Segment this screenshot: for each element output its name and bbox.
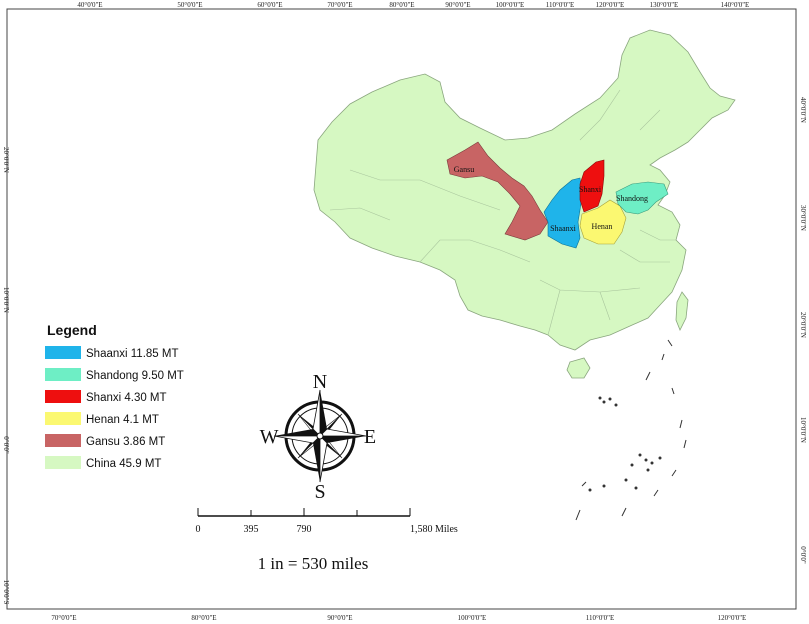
left-graticule-labels: 20°0'0"N 10°0'0"N 0°0'0" 10°0'0"S xyxy=(2,147,10,605)
top-label: 80°0'0"E xyxy=(389,1,414,9)
top-label: 110°0'0"E xyxy=(546,1,574,9)
scale-ratio-text: 1 in = 530 miles xyxy=(258,554,369,573)
region-gansu[interactable] xyxy=(446,141,549,241)
top-label: 50°0'0"E xyxy=(177,1,202,9)
top-graticule-labels: 40°0'0"E 50°0'0"E 60°0'0"E 70°0'0"E 80°0… xyxy=(77,1,749,9)
scale-tick: 395 xyxy=(244,524,259,535)
legend-item-label: China 45.9 MT xyxy=(86,458,161,470)
top-label: 40°0'0"E xyxy=(77,1,102,9)
top-label: 90°0'0"E xyxy=(445,1,470,9)
region-shandong[interactable] xyxy=(615,181,669,215)
bottom-label: 120°0'0"E xyxy=(718,614,747,622)
south-china-sea-islands xyxy=(575,339,687,521)
label-shaanxi: Shaanxi xyxy=(550,224,577,233)
region-hainan[interactable] xyxy=(566,357,591,379)
label-shanxi: Shanxi xyxy=(579,185,602,194)
scale-tick: 790 xyxy=(297,524,312,535)
top-label: 130°0'0"E xyxy=(650,1,679,9)
legend-swatch xyxy=(45,368,81,381)
region-shanxi[interactable] xyxy=(579,159,605,213)
region-taiwan[interactable] xyxy=(675,291,689,331)
label-gansu: Gansu xyxy=(454,165,474,174)
top-label: 60°0'0"E xyxy=(257,1,282,9)
compass-west: W xyxy=(260,426,279,448)
province-boundaries xyxy=(329,89,676,336)
bottom-label: 90°0'0"E xyxy=(327,614,352,622)
scale-tick: 1,580 Miles xyxy=(410,524,458,535)
bottom-label: 80°0'0"E xyxy=(191,614,216,622)
compass-east: E xyxy=(364,426,376,448)
legend-item-label: Gansu 3.86 MT xyxy=(86,436,165,448)
left-label: 10°0'0"N xyxy=(2,287,10,313)
bottom-label: 70°0'0"E xyxy=(51,614,76,622)
top-label: 70°0'0"E xyxy=(327,1,352,9)
right-label: 0°0'0" xyxy=(799,546,807,564)
legend-item-label: Shaanxi 11.85 MT xyxy=(86,348,178,360)
legend-swatch xyxy=(45,346,81,359)
legend-item-label: Shanxi 4.30 MT xyxy=(86,392,167,404)
compass-rose: N S E W xyxy=(260,371,377,503)
label-shandong: Shandong xyxy=(616,194,648,203)
legend-title: Legend xyxy=(47,322,97,338)
legend-item-label: Shandong 9.50 MT xyxy=(86,370,184,382)
left-label: 0°0'0" xyxy=(2,436,10,454)
top-label: 120°0'0"E xyxy=(596,1,625,9)
right-graticule-labels: 40°0'0"N 30°0'0"N 20°0'0"N 10°0'0"N 0°0'… xyxy=(799,97,807,564)
left-label: 10°0'0"S xyxy=(2,580,10,605)
top-label: 100°0'0"E xyxy=(496,1,525,9)
region-henan[interactable] xyxy=(579,199,627,245)
legend-swatch xyxy=(45,456,81,469)
legend: Legend Shaanxi 11.85 MT Shandong 9.50 MT… xyxy=(45,322,184,470)
legend-item-label: Henan 4.1 MT xyxy=(86,414,159,426)
compass-north: N xyxy=(313,371,327,393)
china-map: Gansu Shanxi Shandong Shaanxi Henan xyxy=(313,29,736,521)
top-label: 140°0'0"E xyxy=(721,1,750,9)
right-label: 30°0'0"N xyxy=(799,205,807,231)
legend-swatch xyxy=(45,390,81,403)
scale-tick: 0 xyxy=(196,524,201,535)
right-label: 10°0'0"N xyxy=(799,417,807,443)
bottom-label: 110°0'0"E xyxy=(586,614,614,622)
bottom-label: 100°0'0"E xyxy=(458,614,487,622)
legend-swatch xyxy=(45,434,81,447)
right-label: 20°0'0"N xyxy=(799,312,807,338)
region-shaanxi[interactable] xyxy=(543,177,583,249)
right-label: 40°0'0"N xyxy=(799,97,807,123)
scale-bar: 0 395 790 1,580 Miles 1 in = 530 miles xyxy=(196,508,458,573)
compass-south: S xyxy=(314,481,325,503)
left-label: 20°0'0"N xyxy=(2,147,10,173)
legend-swatch xyxy=(45,412,81,425)
label-henan: Henan xyxy=(592,222,613,231)
bottom-graticule-labels: 70°0'0"E 80°0'0"E 90°0'0"E 100°0'0"E 110… xyxy=(51,614,746,622)
